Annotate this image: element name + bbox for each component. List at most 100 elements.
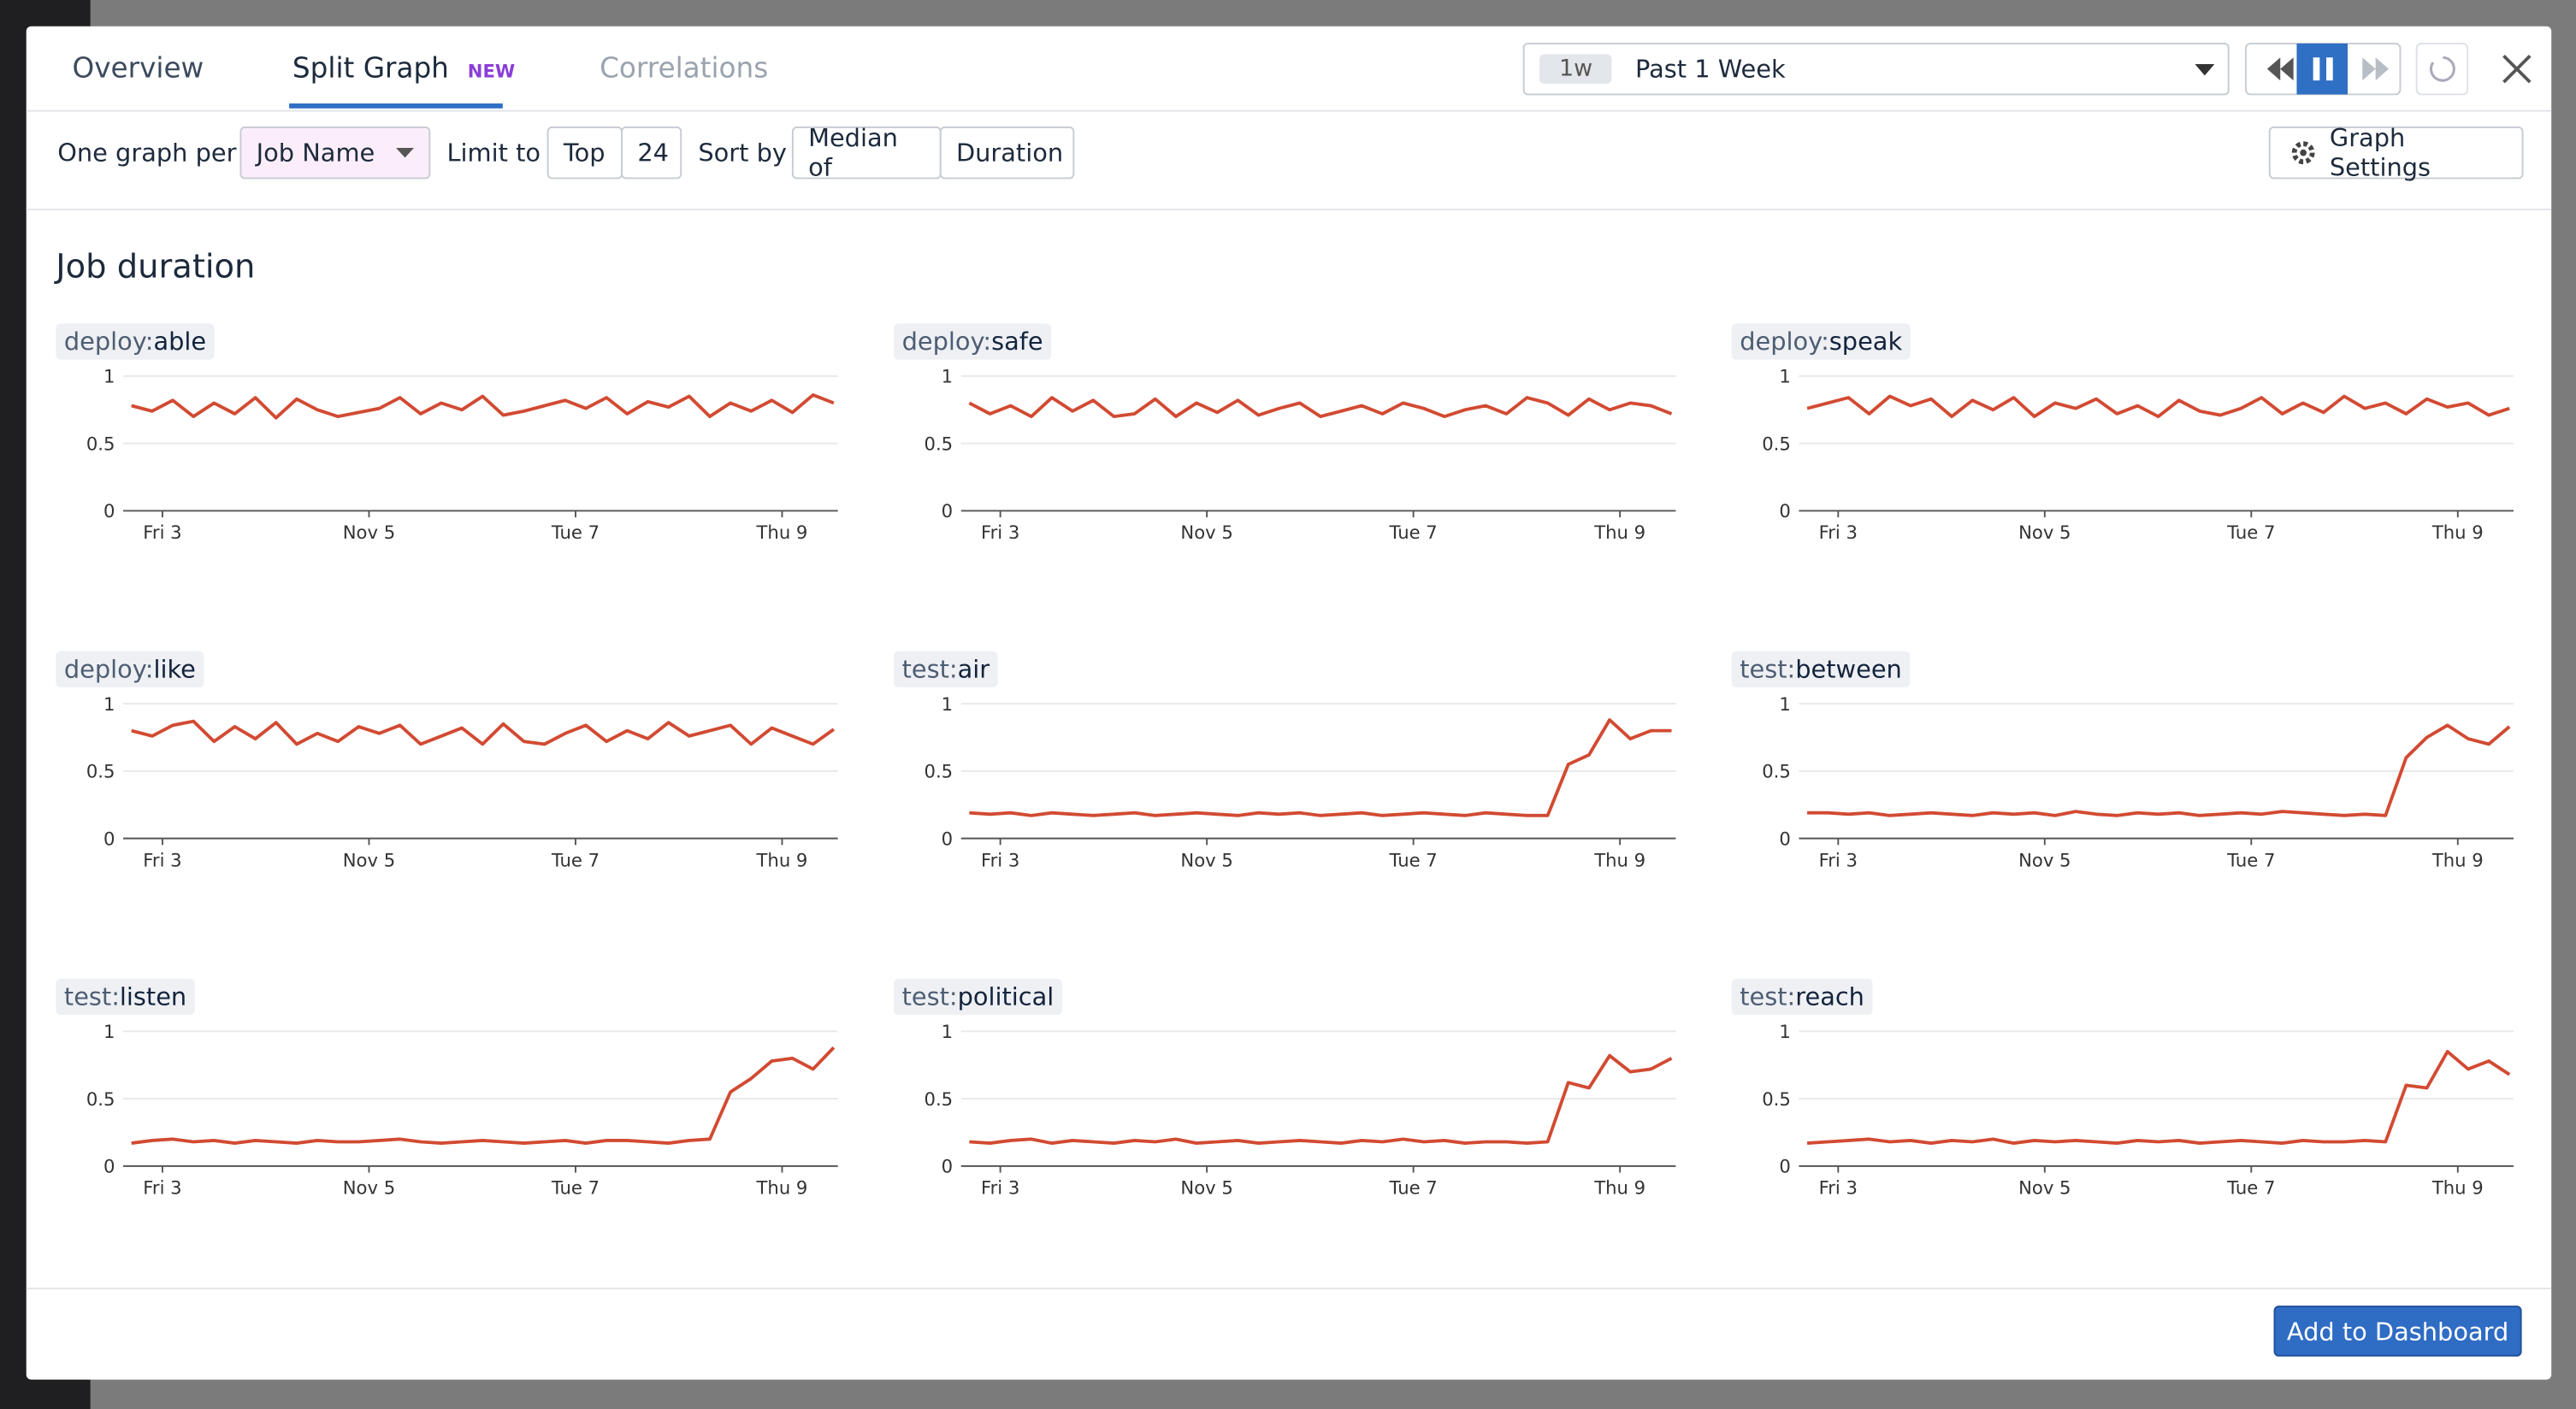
y-tick-label: 0.5 (925, 1088, 954, 1110)
y-tick-label: 1 (103, 366, 115, 387)
label-name: reach (1795, 982, 1864, 1011)
tab[interactable]: Correlations (600, 52, 769, 85)
x-tick-label: Tue 7 (551, 1177, 600, 1199)
tab[interactable]: Overview (72, 52, 204, 85)
label-prefix: deploy: (902, 327, 992, 356)
y-tick-label: 0.5 (86, 761, 115, 782)
x-tick-label: Nov 5 (343, 1177, 395, 1199)
dropdown-icon (395, 147, 415, 158)
y-tick-label: 1 (942, 366, 953, 387)
y-tick-label: 0.5 (1762, 1088, 1791, 1110)
x-tick-label: Fri 3 (981, 1177, 1019, 1199)
chart-label-bg (56, 978, 195, 1016)
y-tick-label: 1 (942, 693, 953, 715)
x-tick-label: Fri 3 (1819, 1177, 1858, 1199)
chart-label: test:political (902, 982, 1055, 1011)
x-tick-label: Nov 5 (343, 522, 395, 543)
gear-icon (2291, 141, 2315, 165)
tab-active[interactable]: Split Graph NEW (292, 52, 515, 85)
x-tick-label: Nov 5 (343, 849, 395, 870)
chart-label-bg (1731, 978, 1873, 1016)
x-tick-label: Thu 9 (2431, 1177, 2484, 1199)
sort-metric[interactable]: Duration (939, 126, 1075, 180)
forward[interactable] (2362, 57, 2390, 81)
chart-label-bg (1731, 323, 1911, 360)
label-prefix: deploy: (64, 327, 154, 356)
x-tick-label: Nov 5 (2018, 522, 2071, 543)
y-tick-label: 0.5 (925, 433, 954, 454)
label: Limit to (446, 138, 541, 168)
value: Job Name (256, 138, 375, 168)
y-tick-label: 0 (103, 500, 115, 522)
chart-label: deploy:safe (902, 327, 1043, 356)
x-tick-label: Thu 9 (1593, 1177, 1645, 1199)
series-line (1807, 723, 2511, 817)
graph-settings[interactable]: Graph Settings (2268, 123, 2524, 182)
chart-label-bg (893, 651, 998, 687)
add-button[interactable]: Add to Dashboard (2273, 1306, 2522, 1357)
x-tick-label: Thu 9 (1593, 522, 1645, 543)
chart-label: deploy:like (64, 654, 196, 683)
refresh[interactable] (2415, 42, 2469, 96)
divider (26, 208, 2552, 210)
x-tick-label: Fri 3 (1819, 522, 1858, 543)
label-name: like (153, 654, 195, 683)
x-tick-label: Tue 7 (1389, 849, 1438, 870)
rewind[interactable] (2266, 57, 2294, 81)
pause-bar (2313, 57, 2320, 81)
label-prefix: test: (902, 982, 958, 1011)
y-tick-label: 1 (103, 1021, 115, 1042)
x-tick-label: Nov 5 (2018, 1177, 2071, 1199)
badge: NEW (467, 61, 516, 83)
x-tick-label: Thu 9 (756, 522, 808, 543)
series-line (969, 1053, 1673, 1145)
label-name: safe (991, 327, 1043, 356)
y-tick-label: 0 (942, 828, 953, 849)
y-tick-label: 1 (1779, 366, 1790, 387)
x-tick-label: Tue 7 (551, 522, 600, 543)
limit-value[interactable]: 24 (621, 126, 682, 180)
playback-controls (2244, 42, 2532, 96)
time-short: 1w (1539, 54, 1613, 84)
label-name: able (153, 327, 206, 356)
tab-underline (289, 103, 503, 109)
chart-label-bg (893, 323, 1052, 360)
label-name: political (958, 982, 1055, 1011)
y-tick-label: 0 (1779, 1156, 1790, 1177)
y-tick-label: 0 (1779, 500, 1790, 522)
x-tick-label: Fri 3 (1819, 849, 1858, 870)
x-tick-label: Tue 7 (2226, 1177, 2275, 1199)
tab-label: Split Graph (292, 52, 449, 85)
x-tick-label: Thu 9 (756, 1177, 808, 1199)
x-tick-label: Tue 7 (2226, 849, 2275, 870)
y-tick-label: 0 (942, 500, 953, 522)
label-name: listen (120, 982, 186, 1011)
chart-label: deploy:speak (1740, 327, 1902, 356)
pause-bar (2326, 57, 2333, 81)
label-name: speak (1829, 327, 1903, 356)
x-tick-label: Fri 3 (981, 522, 1019, 543)
y-tick-label: 0 (103, 828, 115, 849)
close[interactable] (2502, 54, 2532, 84)
x-tick-label: Nov 5 (2018, 849, 2071, 870)
series-line (1806, 1050, 2511, 1145)
label-name: between (1795, 654, 1902, 683)
pause[interactable] (2296, 43, 2348, 95)
label-prefix: deploy: (1740, 327, 1829, 356)
y-tick-label: 0 (1779, 828, 1790, 849)
chart-label-bg (56, 323, 215, 360)
y-tick-label: 1 (103, 693, 115, 715)
x-tick-label: Tue 7 (551, 849, 600, 870)
y-tick-label: 0.5 (86, 433, 115, 454)
series-line (131, 1046, 836, 1145)
series-line (131, 719, 835, 746)
time-selector[interactable]: 1w Past 1 Week (1522, 42, 2230, 96)
label: One graph per (57, 138, 237, 168)
x-tick-label: Tue 7 (1389, 1177, 1438, 1199)
sort-agg[interactable]: Median of (791, 123, 942, 182)
x-tick-label: Nov 5 (1180, 1177, 1232, 1199)
y-tick-label: 1 (942, 1021, 953, 1042)
series-line (968, 396, 1673, 419)
group-select[interactable]: Job Name (239, 126, 431, 180)
